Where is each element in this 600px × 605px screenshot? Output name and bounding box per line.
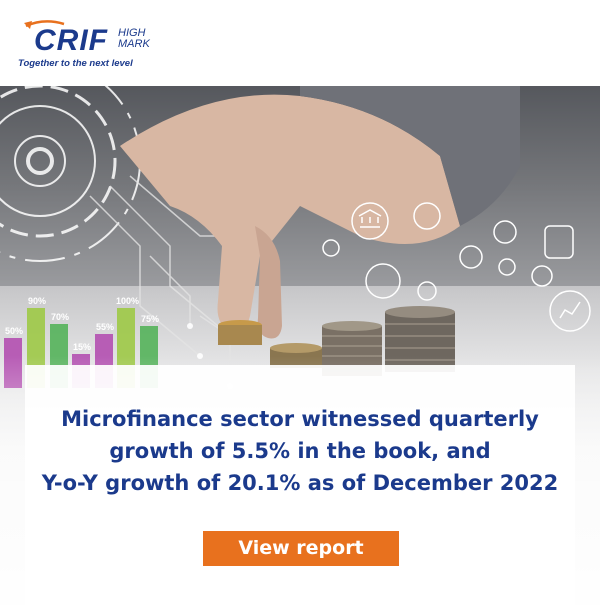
headline-line-2: growth of 5.5% in the book, and xyxy=(109,439,491,463)
logo-suffix: HIGH MARK xyxy=(118,27,150,50)
svg-text:15%: 15% xyxy=(73,342,91,352)
headline-line-1: Microfinance sector witnessed quarterly xyxy=(61,407,539,431)
piggy-bank-icon xyxy=(459,245,483,269)
svg-text:55%: 55% xyxy=(96,322,114,332)
cards-icon xyxy=(493,220,517,244)
headline-panel: Microfinance sector witnessed quarterly … xyxy=(25,365,575,605)
svg-text:50%: 50% xyxy=(5,326,23,336)
logo-tagline: Together to the next level xyxy=(18,58,133,69)
logo-swoosh-icon xyxy=(24,20,65,29)
headline-line-3: Y-o-Y growth of 20.1% as of December 202… xyxy=(41,471,559,495)
bank-icon xyxy=(351,202,389,240)
hierarchy-icon xyxy=(365,263,401,299)
calculator-icon xyxy=(544,225,574,259)
logo-wordmark: CRIF xyxy=(34,24,108,57)
dollar-lock-icon xyxy=(531,265,553,287)
hero-bar-labels: 50% 90% 70% 15% 55% 100% 75% xyxy=(5,296,159,352)
hero-illustration: 50% 90% 70% 15% 55% 100% 75% xyxy=(0,86,600,389)
money-bag-icon xyxy=(413,202,441,230)
clock-icon xyxy=(417,281,437,301)
share-icon xyxy=(498,258,516,276)
hand-shape xyxy=(120,86,520,339)
svg-text:70%: 70% xyxy=(51,312,69,322)
svg-text:100%: 100% xyxy=(116,296,139,306)
header: CRIF HIGH MARK Together to the next leve… xyxy=(0,0,600,86)
crif-high-mark-logo[interactable]: CRIF HIGH MARK Together to the next leve… xyxy=(14,16,174,72)
svg-text:75%: 75% xyxy=(141,314,159,324)
svg-text:90%: 90% xyxy=(28,296,46,306)
bar-chart-icon xyxy=(549,290,591,332)
headline: Microfinance sector witnessed quarterly … xyxy=(25,403,575,499)
settings-icon xyxy=(322,239,340,257)
view-report-button[interactable]: View report xyxy=(203,531,399,566)
finance-icons xyxy=(322,202,591,332)
